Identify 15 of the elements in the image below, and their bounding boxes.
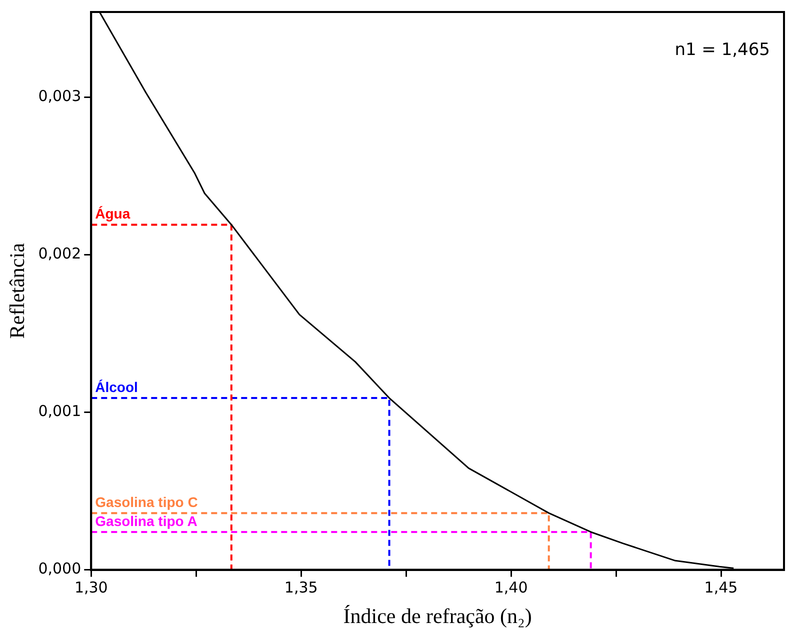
series-label: Gasolina tipo A — [95, 512, 198, 529]
series-label: Água — [95, 206, 130, 222]
annotation: n1 = 1,465 — [674, 40, 770, 60]
y-tick-label: 0,001 — [38, 402, 82, 420]
series-label: Álcool — [95, 378, 138, 395]
y-tick-label: 0,002 — [38, 244, 82, 263]
series-label: Gasolina tipo C — [95, 494, 198, 510]
y-tick-label: 0,000 — [38, 560, 82, 578]
y-tick-label: 0,003 — [38, 86, 82, 105]
x-axis-title: Índice de refração (n₂) — [343, 604, 532, 628]
x-tick-label: 1,30 — [74, 578, 108, 597]
x-tick-label: 1,35 — [284, 578, 318, 597]
x-tick-label: 1,45 — [704, 578, 738, 597]
x-tick-label: 1,40 — [494, 578, 528, 597]
y-axis-title: Refletância — [5, 242, 30, 339]
